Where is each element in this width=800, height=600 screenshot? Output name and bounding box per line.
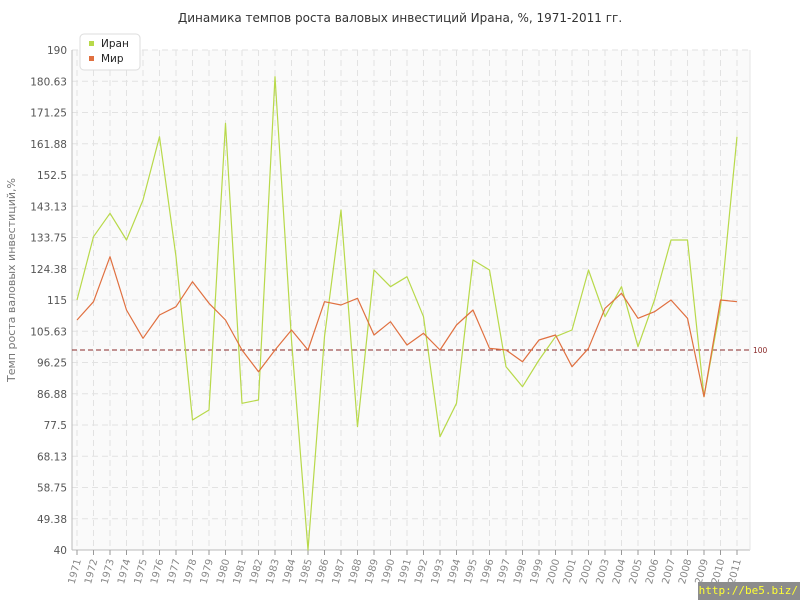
x-tick-label: 1994 (446, 558, 463, 585)
y-tick-label: 105.63 (30, 326, 67, 338)
y-tick-label: 171.25 (30, 108, 67, 120)
x-tick-label: 1978 (182, 558, 199, 585)
y-tick-label: 68.13 (37, 451, 67, 463)
x-tick-label: 2004 (611, 558, 628, 585)
x-tick-label: 1993 (430, 558, 447, 585)
series-lines (76, 76, 738, 551)
x-tick-label: 1972 (83, 558, 100, 585)
x-tick-label: 2003 (595, 558, 612, 585)
x-tick-label: 1980 (215, 558, 232, 585)
y-axis-label: Темп роста валовых инвестиций,% (5, 178, 18, 383)
x-tick-label: 1975 (133, 558, 150, 585)
x-tick-label: 1973 (100, 558, 117, 585)
x-tick-label: 2000 (545, 558, 562, 585)
x-tick-label: 1974 (116, 558, 133, 585)
axes (71, 50, 751, 551)
y-tick-label: 86.88 (37, 389, 67, 401)
x-tick-label: 2002 (578, 558, 595, 585)
legend-swatch-1 (89, 56, 94, 61)
y-tick-label: 124.38 (30, 264, 67, 276)
x-tick-label: 1997 (496, 558, 513, 585)
x-tick-label: 1995 (463, 558, 480, 585)
x-tick-label: 1986 (314, 558, 331, 585)
y-tick-label: 143.13 (30, 201, 67, 213)
watermark: http://be5.biz/ (698, 582, 800, 600)
y-tick-label: 115 (47, 295, 67, 307)
legend-label-0: Иран (101, 38, 129, 50)
x-tick-label: 1977 (166, 558, 183, 585)
series-line-1 (76, 256, 738, 398)
x-tick-label: 1981 (232, 558, 249, 585)
x-tick-label: 1991 (397, 558, 414, 585)
y-tick-label: 180.63 (30, 76, 67, 88)
x-tick-label: 1990 (380, 558, 397, 585)
chart-title: Динамика темпов роста валовых инвестиций… (178, 11, 622, 25)
y-tick-label: 77.5 (44, 420, 67, 432)
x-tick-label: 1998 (512, 558, 529, 585)
y-tick-label: 40 (54, 545, 67, 557)
y-tick-label: 133.75 (30, 233, 67, 245)
x-tick-label: 1982 (248, 558, 265, 585)
y-tick-label: 190 (47, 45, 67, 57)
y-axis-ticks: 190 180.63 171.25 161.88 152.5 143.13 133.75 12… (30, 45, 67, 557)
y-tick-label: 96.25 (37, 358, 67, 370)
x-axis-ticks: 1971 1972 1973 1974 1975 1976 1977 1978 1979 1980… (67, 550, 744, 585)
y-tick-label: 161.88 (30, 139, 67, 151)
x-tick-label: 1985 (298, 558, 315, 585)
x-tick-label: 2005 (628, 558, 645, 585)
x-tick-label: 1996 (479, 558, 496, 585)
y-tick-label: 49.38 (37, 514, 67, 526)
x-tick-label: 2001 (562, 558, 579, 585)
x-tick-label: 2006 (644, 558, 661, 585)
x-tick-label: 1979 (199, 558, 216, 585)
x-tick-label: 1983 (265, 558, 282, 585)
x-tick-label: 1971 (67, 558, 84, 585)
series-line-0 (76, 76, 738, 551)
x-tick-label: 2007 (661, 558, 678, 585)
y-tick-label: 152.5 (37, 170, 67, 182)
legend-box (79, 33, 141, 71)
x-tick-label: 1976 (149, 558, 166, 585)
x-tick-label: 1999 (529, 558, 546, 585)
x-tick-label: 2008 (677, 558, 694, 585)
x-tick-label: 1988 (347, 558, 364, 585)
legend: Иран Мир (79, 33, 141, 71)
legend-label-1: Мир (101, 53, 124, 65)
legend-swatch-0 (89, 41, 94, 46)
y-tick-label: 58.75 (37, 483, 67, 495)
x-tick-label: 1984 (281, 558, 298, 585)
reference-line-label: 100 (753, 346, 768, 355)
x-tick-label: 1987 (331, 558, 348, 585)
x-tick-label: 1989 (364, 558, 381, 585)
x-tick-label: 1992 (413, 558, 430, 585)
